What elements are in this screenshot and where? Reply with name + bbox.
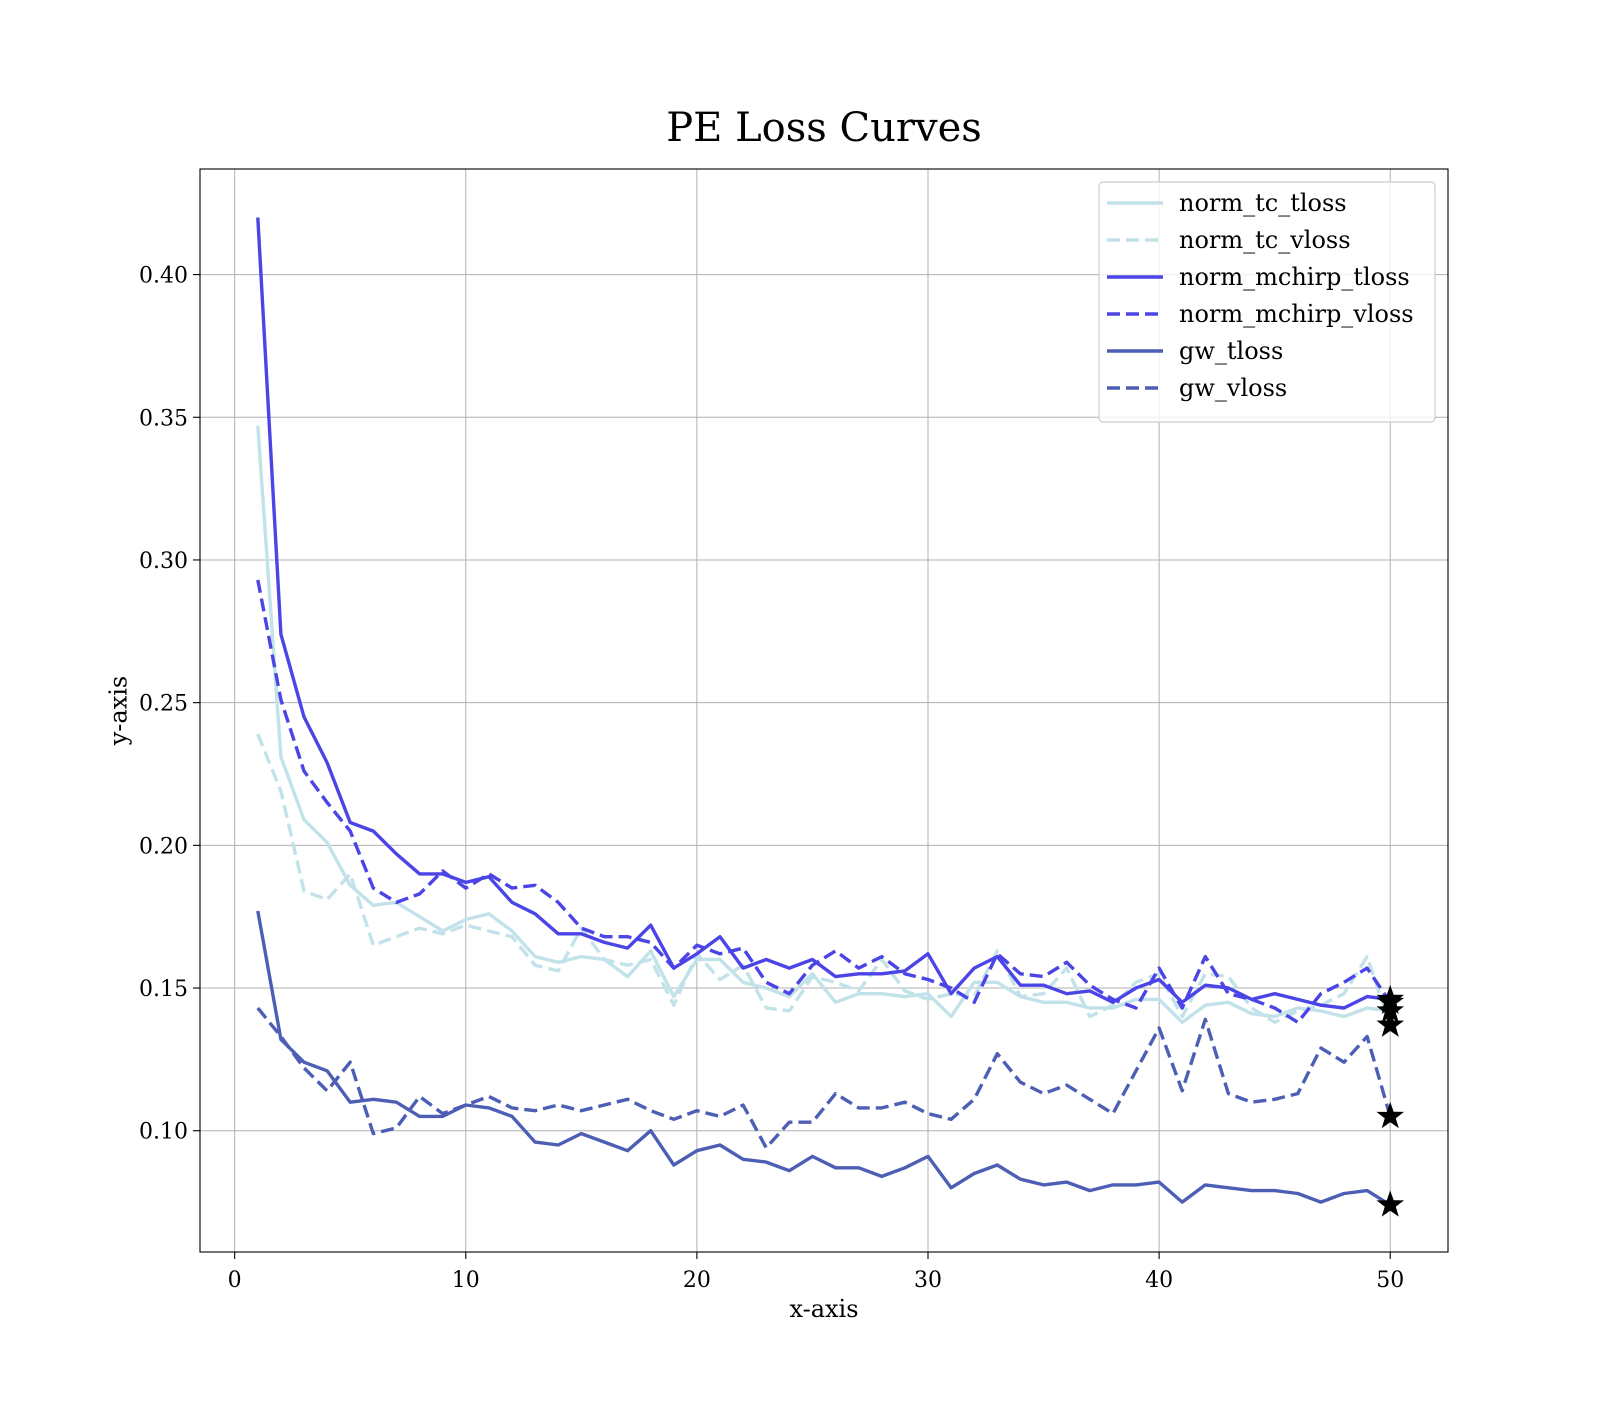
legend-box bbox=[1098, 181, 1436, 423]
y-tick-label: 0.35 bbox=[139, 406, 188, 431]
end-marker-norm-mchirp-vloss bbox=[1376, 987, 1405, 1015]
legend-label: gw_tloss bbox=[1179, 337, 1283, 365]
end-markers bbox=[1376, 984, 1405, 1217]
x-axis-ticks: 0 10 20 30 40 50 bbox=[228, 1252, 1404, 1293]
x-tick-label: 30 bbox=[914, 1268, 942, 1293]
series-line-norm-tc-vloss bbox=[256, 733, 1392, 1026]
series-line-gw-tloss bbox=[256, 910, 1392, 1207]
legend-item-norm-mchirp-tloss: norm_mchirp_tloss bbox=[1107, 263, 1410, 291]
legend-item-norm-tc-tloss: norm_tc_tloss bbox=[1107, 189, 1347, 217]
legend-item-gw-vloss: gw_vloss bbox=[1107, 374, 1287, 402]
legend-label: norm_mchirp_tloss bbox=[1179, 263, 1410, 291]
series-lines bbox=[256, 217, 1392, 1207]
legend-label: norm_tc_tloss bbox=[1179, 189, 1347, 217]
y-axis-ticks: 0.10 0.15 0.20 0.25 0.30 0.35 0.40 bbox=[139, 264, 200, 1145]
x-tick-label: 50 bbox=[1376, 1268, 1404, 1293]
end-marker-gw-tloss bbox=[1376, 1190, 1405, 1217]
end-marker-norm-tc-vloss bbox=[1376, 1010, 1405, 1037]
series-line-gw-vloss bbox=[256, 1006, 1392, 1150]
legend-label: norm_mchirp_vloss bbox=[1179, 300, 1414, 328]
x-tick-label: 10 bbox=[452, 1268, 480, 1293]
y-tick-label: 0.20 bbox=[139, 834, 188, 859]
series-line-norm-tc-tloss bbox=[256, 425, 1391, 1024]
y-tick-label: 0.10 bbox=[139, 1120, 188, 1145]
x-tick-label: 20 bbox=[683, 1268, 711, 1293]
legend-label: gw_vloss bbox=[1179, 374, 1287, 402]
end-marker-gw-vloss bbox=[1376, 1101, 1405, 1129]
x-tick-label: 40 bbox=[1145, 1268, 1173, 1293]
plot-frame bbox=[199, 168, 1449, 1253]
x-axis-label: x-axis bbox=[789, 1295, 858, 1323]
y-tick-label: 0.30 bbox=[139, 549, 188, 574]
y-tick-label: 0.40 bbox=[139, 264, 188, 289]
y-tick-label: 0.15 bbox=[139, 977, 188, 1002]
legend-label: norm_tc_vloss bbox=[1179, 226, 1351, 254]
legend-item-norm-tc-vloss: norm_tc_vloss bbox=[1107, 226, 1351, 254]
legend: norm_tc_tloss norm_tc_vloss norm_mchirp_tl… bbox=[1098, 181, 1436, 423]
legend-item-norm-mchirp-vloss: norm_mchirp_vloss bbox=[1107, 300, 1414, 328]
legend-item-gw-tloss: gw_tloss bbox=[1107, 337, 1283, 365]
chart-title: PE Loss Curves bbox=[666, 105, 982, 151]
y-tick-label: 0.25 bbox=[139, 692, 188, 717]
series-line-norm-mchirp-vloss bbox=[256, 579, 1392, 1024]
y-axis-label: y-axis bbox=[105, 676, 133, 747]
x-tick-label: 0 bbox=[228, 1268, 242, 1293]
legend-items: norm_tc_tloss norm_tc_vloss norm_mchirp_tl… bbox=[1107, 189, 1414, 402]
